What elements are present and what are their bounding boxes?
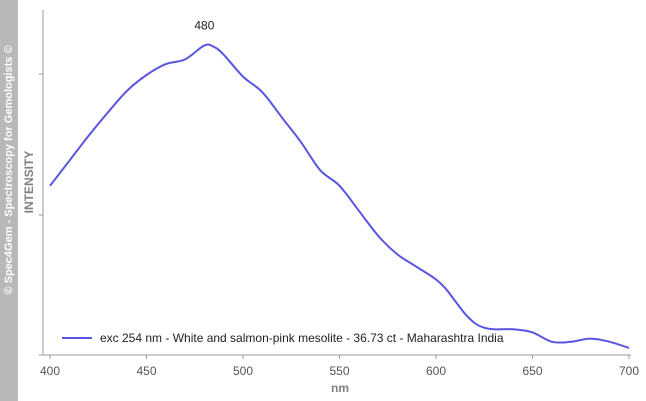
x-axis-label: nm xyxy=(331,381,349,395)
x-tick-label: 450 xyxy=(136,364,156,378)
y-axis-label: INTENSITY xyxy=(22,151,36,214)
x-tick-label: 700 xyxy=(619,364,639,378)
x-tick-label: 650 xyxy=(522,364,542,378)
legend-label: exc 254 nm - White and salmon-pink mesol… xyxy=(100,331,504,345)
x-tick-label: 600 xyxy=(426,364,446,378)
series-line xyxy=(49,43,630,349)
legend: exc 254 nm - White and salmon-pink mesol… xyxy=(62,331,504,345)
peak-annotation: 480 xyxy=(194,18,214,32)
x-tick-label: 400 xyxy=(40,364,60,378)
x-tick-label: 500 xyxy=(233,364,253,378)
watermark-banner: © Spec4Gem - Spectroscopy for Gemologist… xyxy=(0,0,18,401)
x-tick-label: 550 xyxy=(329,364,349,378)
x-ticks-group: 400 450 500 550 600 650 700 xyxy=(40,355,639,378)
